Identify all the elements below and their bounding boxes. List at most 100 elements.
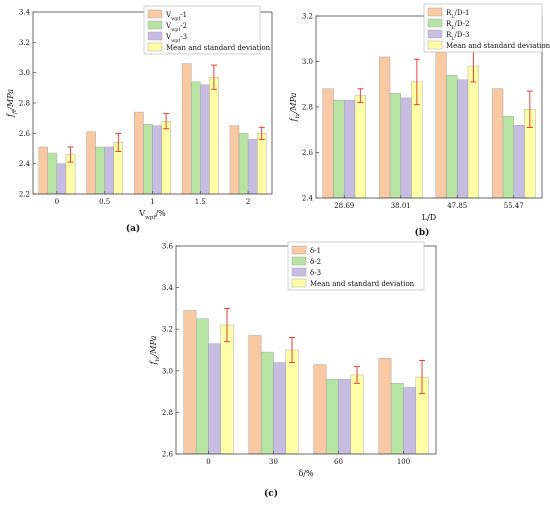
x-axis-label: L/D [422, 213, 436, 222]
bar-mean-2 [161, 120, 171, 195]
x-tick-label-3: 55.47 [504, 202, 524, 210]
bar-s2-1 [95, 146, 105, 195]
bar-s1-2 [134, 111, 144, 195]
bar-s3-3 [200, 84, 210, 195]
bar-s2-1 [260, 351, 274, 455]
bar-s2-2 [325, 378, 339, 455]
chart-panel-1: 2.2 2.4 2.6 2.8 3.0 3.2 3.4 0 0.5 1 1.5 2 Vwpf/% fft/… [6, 5, 273, 234]
bar-s1-3 [181, 63, 192, 195]
bar-s3-3 [403, 387, 417, 455]
x-tick-label-3: 100 [397, 458, 410, 466]
panel-label: (c) [264, 488, 278, 499]
bar-s3-0 [56, 163, 67, 195]
legend-label-3: RL/D-3 [446, 31, 469, 42]
legend-box [423, 3, 543, 53]
legend-swatch-3 [147, 31, 163, 41]
y-tick-label-2: 2.8 [302, 104, 313, 112]
x-tick-label-2: 60 [334, 458, 343, 466]
bar-s3-0 [344, 99, 356, 199]
y-tick-label-5: 3.6 [162, 243, 174, 251]
bar-s2-0 [195, 318, 209, 455]
y-tick-label-5: 3.2 [19, 39, 30, 47]
bar-s3-1 [273, 362, 287, 455]
bar-s3-3 [513, 124, 525, 199]
legend-label-1: RL/D-1 [446, 9, 469, 20]
y-tick-label-4: 3.2 [302, 13, 313, 21]
bar-s1-1 [86, 131, 96, 195]
bar-s2-1 [389, 93, 401, 199]
bar-s1-2 [435, 45, 447, 199]
y-axis-label: fts/MPa [289, 92, 301, 122]
legend-swatch-4 [291, 278, 307, 288]
panel-label: (a) [126, 223, 140, 234]
chart-panel-3: 2.62.83.03.23.43.60 30 60 100δ/%fts/MPaδ-1δ… [149, 241, 437, 499]
bar-mean-1 [285, 349, 299, 455]
bar-s3-2 [338, 378, 352, 455]
bar-s2-2 [446, 74, 458, 199]
y-tick-label-0: 2.4 [302, 195, 314, 203]
bar-s1-3 [492, 88, 504, 199]
bar-mean-3 [209, 77, 219, 195]
legend-label-1: δ-1 [310, 247, 321, 255]
bar-s2-2 [143, 124, 153, 195]
bar-mean-0 [354, 95, 366, 199]
bar-mean-0 [220, 324, 234, 455]
y-tick-label-6: 3.4 [19, 9, 31, 17]
x-tick-label-1: 0.5 [99, 198, 110, 206]
bar-s1-0 [183, 310, 197, 455]
legend-swatch-2 [147, 20, 163, 30]
legend-label-4: Mean and standard deviation [446, 42, 550, 50]
bar-s1-3 [378, 358, 392, 455]
legend-swatch-2 [291, 256, 307, 266]
x-tick-label-0: 0 [206, 458, 210, 466]
x-tick-label-0: 0 [55, 198, 59, 206]
bar-s3-1 [104, 146, 114, 195]
legend-swatch-1 [427, 7, 443, 17]
bar-s1-1 [248, 335, 262, 455]
legend-swatch-3 [427, 29, 443, 39]
legend-box [287, 241, 425, 291]
y-tick-label-1: 2.6 [302, 149, 314, 157]
y-tick-label-4: 3.4 [162, 284, 174, 292]
legend-label-2: δ-2 [310, 258, 321, 266]
x-tick-label-1: 30 [269, 458, 278, 466]
bar-s2-0 [47, 152, 58, 195]
y-tick-label-1: 2.4 [19, 160, 31, 168]
x-tick-label-0: 28.69 [334, 202, 354, 210]
bar-s3-2 [152, 125, 162, 195]
bar-mean-4 [256, 133, 267, 195]
x-tick-label-2: 47.85 [447, 202, 467, 210]
legend-label-2: RL/D-2 [446, 20, 469, 31]
legend-swatch-4 [147, 42, 163, 52]
y-axis-label: fft/MPa [6, 89, 18, 118]
bar-s3-0 [208, 343, 222, 455]
x-tick-label-1: 38.01 [391, 202, 411, 210]
x-tick-label-3: 1.5 [195, 198, 206, 206]
bar-s1-0 [322, 88, 334, 199]
bar-s2-3 [502, 115, 514, 199]
panel-label: (b) [415, 227, 430, 238]
bar-s3-2 [457, 79, 469, 199]
legend-label-4: Mean and standard deviation [166, 44, 271, 52]
bar-s2-3 [191, 81, 201, 195]
legend: δ-1 δ-2 δ-3 Mean and standard deviation [287, 241, 425, 291]
legend-label-4: Mean and standard deviation [310, 280, 415, 288]
y-tick-label-0: 2.6 [162, 451, 174, 459]
legend-swatch-3 [291, 267, 307, 277]
legend-swatch-4 [427, 40, 443, 50]
legend-swatch-1 [291, 245, 307, 255]
bar-s1-1 [379, 56, 391, 199]
chart-panel-2: 2.4 2.6 2.8 3.0 3.2 28.69 38.01 47.85 55.47 L/D ft… [289, 3, 550, 238]
legend-box [143, 5, 261, 55]
bar-s2-4 [238, 133, 249, 195]
y-tick-label-0: 2.2 [19, 191, 30, 199]
bar-s3-4 [247, 139, 258, 195]
legend-swatch-2 [427, 18, 443, 28]
y-tick-label-2: 3.0 [162, 367, 173, 375]
bar-s3-1 [400, 97, 412, 199]
bar-s2-3 [390, 383, 404, 455]
y-tick-label-2: 2.6 [19, 130, 31, 138]
